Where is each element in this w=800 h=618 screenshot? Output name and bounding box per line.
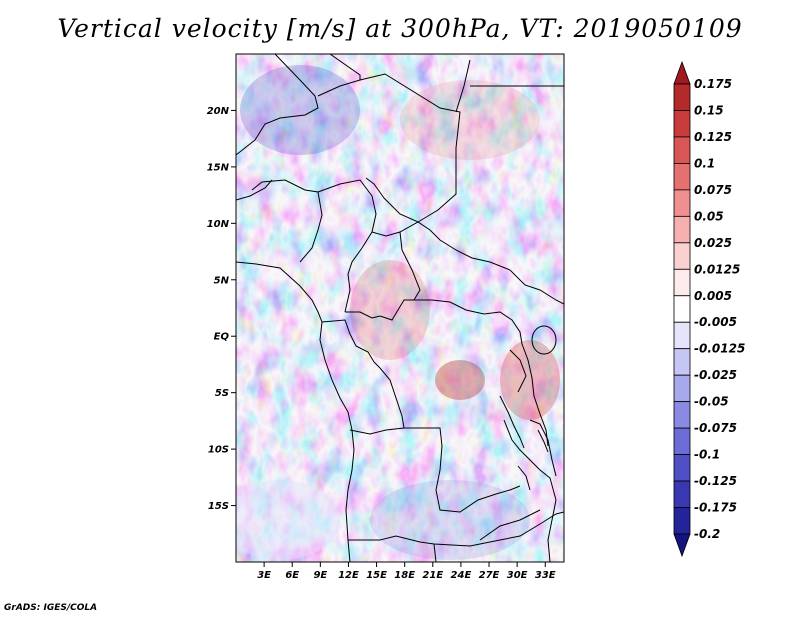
lon-tick-label: 12E [338, 570, 359, 581]
colorbar-label: -0.005 [694, 315, 737, 329]
colorbar-label: 0.0125 [694, 262, 740, 276]
colorbar-bin [673, 295, 691, 323]
colorbar-bin [673, 348, 691, 376]
lat-tick-label: 10N [207, 219, 230, 230]
colorbar-label: -0.175 [694, 501, 737, 515]
colorbar-label: -0.0125 [694, 342, 745, 356]
colorbar-label: 0.1 [694, 156, 715, 170]
lon-tick-label: 18E [394, 570, 415, 581]
colorbar-bin [673, 507, 691, 535]
lat-tick-label: 5S [215, 388, 229, 399]
colorbar-label: 0.125 [694, 130, 732, 144]
map-frame [235, 53, 565, 563]
colorbar-label: 0.05 [694, 209, 724, 223]
colorbar-bin [673, 401, 691, 429]
lon-tick-label: 9E [313, 570, 327, 581]
country-borders [236, 54, 564, 562]
colorbar-bin [673, 83, 691, 111]
lakes [499, 325, 557, 491]
colorbar-label: -0.05 [694, 395, 729, 409]
colorbar-label: -0.2 [694, 527, 720, 541]
lat-tick-label: 5N [214, 275, 230, 286]
lat-tick-label: 10S [208, 445, 229, 456]
grads-credit: GrADS: IGES/COLA [4, 603, 98, 613]
chart-title: Vertical velocity [m/s] at 300hPa, VT: 2… [57, 14, 743, 43]
colorbar-bin [673, 268, 691, 297]
longitude-axis: 3E 6E 9E 12E 15E 18E 21E 24E 27E 30E 33E [257, 562, 556, 581]
colorbar-label: 0.025 [694, 236, 732, 250]
colorbar-bin [673, 215, 691, 244]
colorbar-label: 0.175 [694, 77, 732, 91]
lon-tick-label: 15E [366, 570, 387, 581]
lat-tick-label: EQ [214, 332, 230, 343]
colorbar-label: -0.125 [694, 474, 737, 488]
colorbar-bin [673, 427, 691, 455]
colorbar-bin [673, 480, 691, 508]
colorbar-bin [673, 163, 691, 191]
colorbar-bin [673, 454, 691, 482]
colorbar-label: -0.025 [694, 368, 737, 382]
lat-tick-label: 15N [207, 162, 230, 173]
latitude-axis: 20N 15N 10N 5N EQ 5S 10S 15S [207, 106, 236, 512]
colorbar-label: 0.075 [694, 183, 732, 197]
lon-tick-label: 33E [535, 570, 556, 581]
colorbar-bin [673, 189, 691, 217]
colorbar-label: -0.1 [694, 448, 720, 462]
colorbar-label: 0.15 [694, 103, 724, 117]
lon-tick-label: 24E [451, 570, 472, 581]
colorbar-bin [673, 242, 691, 270]
colorbar-bottom-arrow [673, 533, 691, 558]
lon-tick-label: 27E [479, 570, 500, 581]
lon-tick-label: 6E [285, 570, 299, 581]
colorbar-bin [673, 374, 691, 403]
colorbar-bin [673, 321, 691, 350]
lon-tick-label: 30E [507, 570, 528, 581]
colorbar-label: 0.005 [694, 289, 732, 303]
colorbar-label: -0.075 [694, 421, 737, 435]
lon-tick-label: 3E [257, 570, 271, 581]
colorbar-top-arrow [673, 60, 691, 85]
colorbar-bin [673, 136, 691, 164]
colorbar: 0.175 0.15 0.125 0.1 0.075 0.05 0.025 0.0125 0.0… [673, 60, 745, 558]
velocity-field [236, 54, 564, 562]
lon-tick-label: 21E [422, 570, 443, 581]
lat-tick-label: 15S [208, 501, 229, 512]
colorbar-bin [673, 110, 691, 138]
lat-tick-label: 20N [207, 106, 230, 117]
